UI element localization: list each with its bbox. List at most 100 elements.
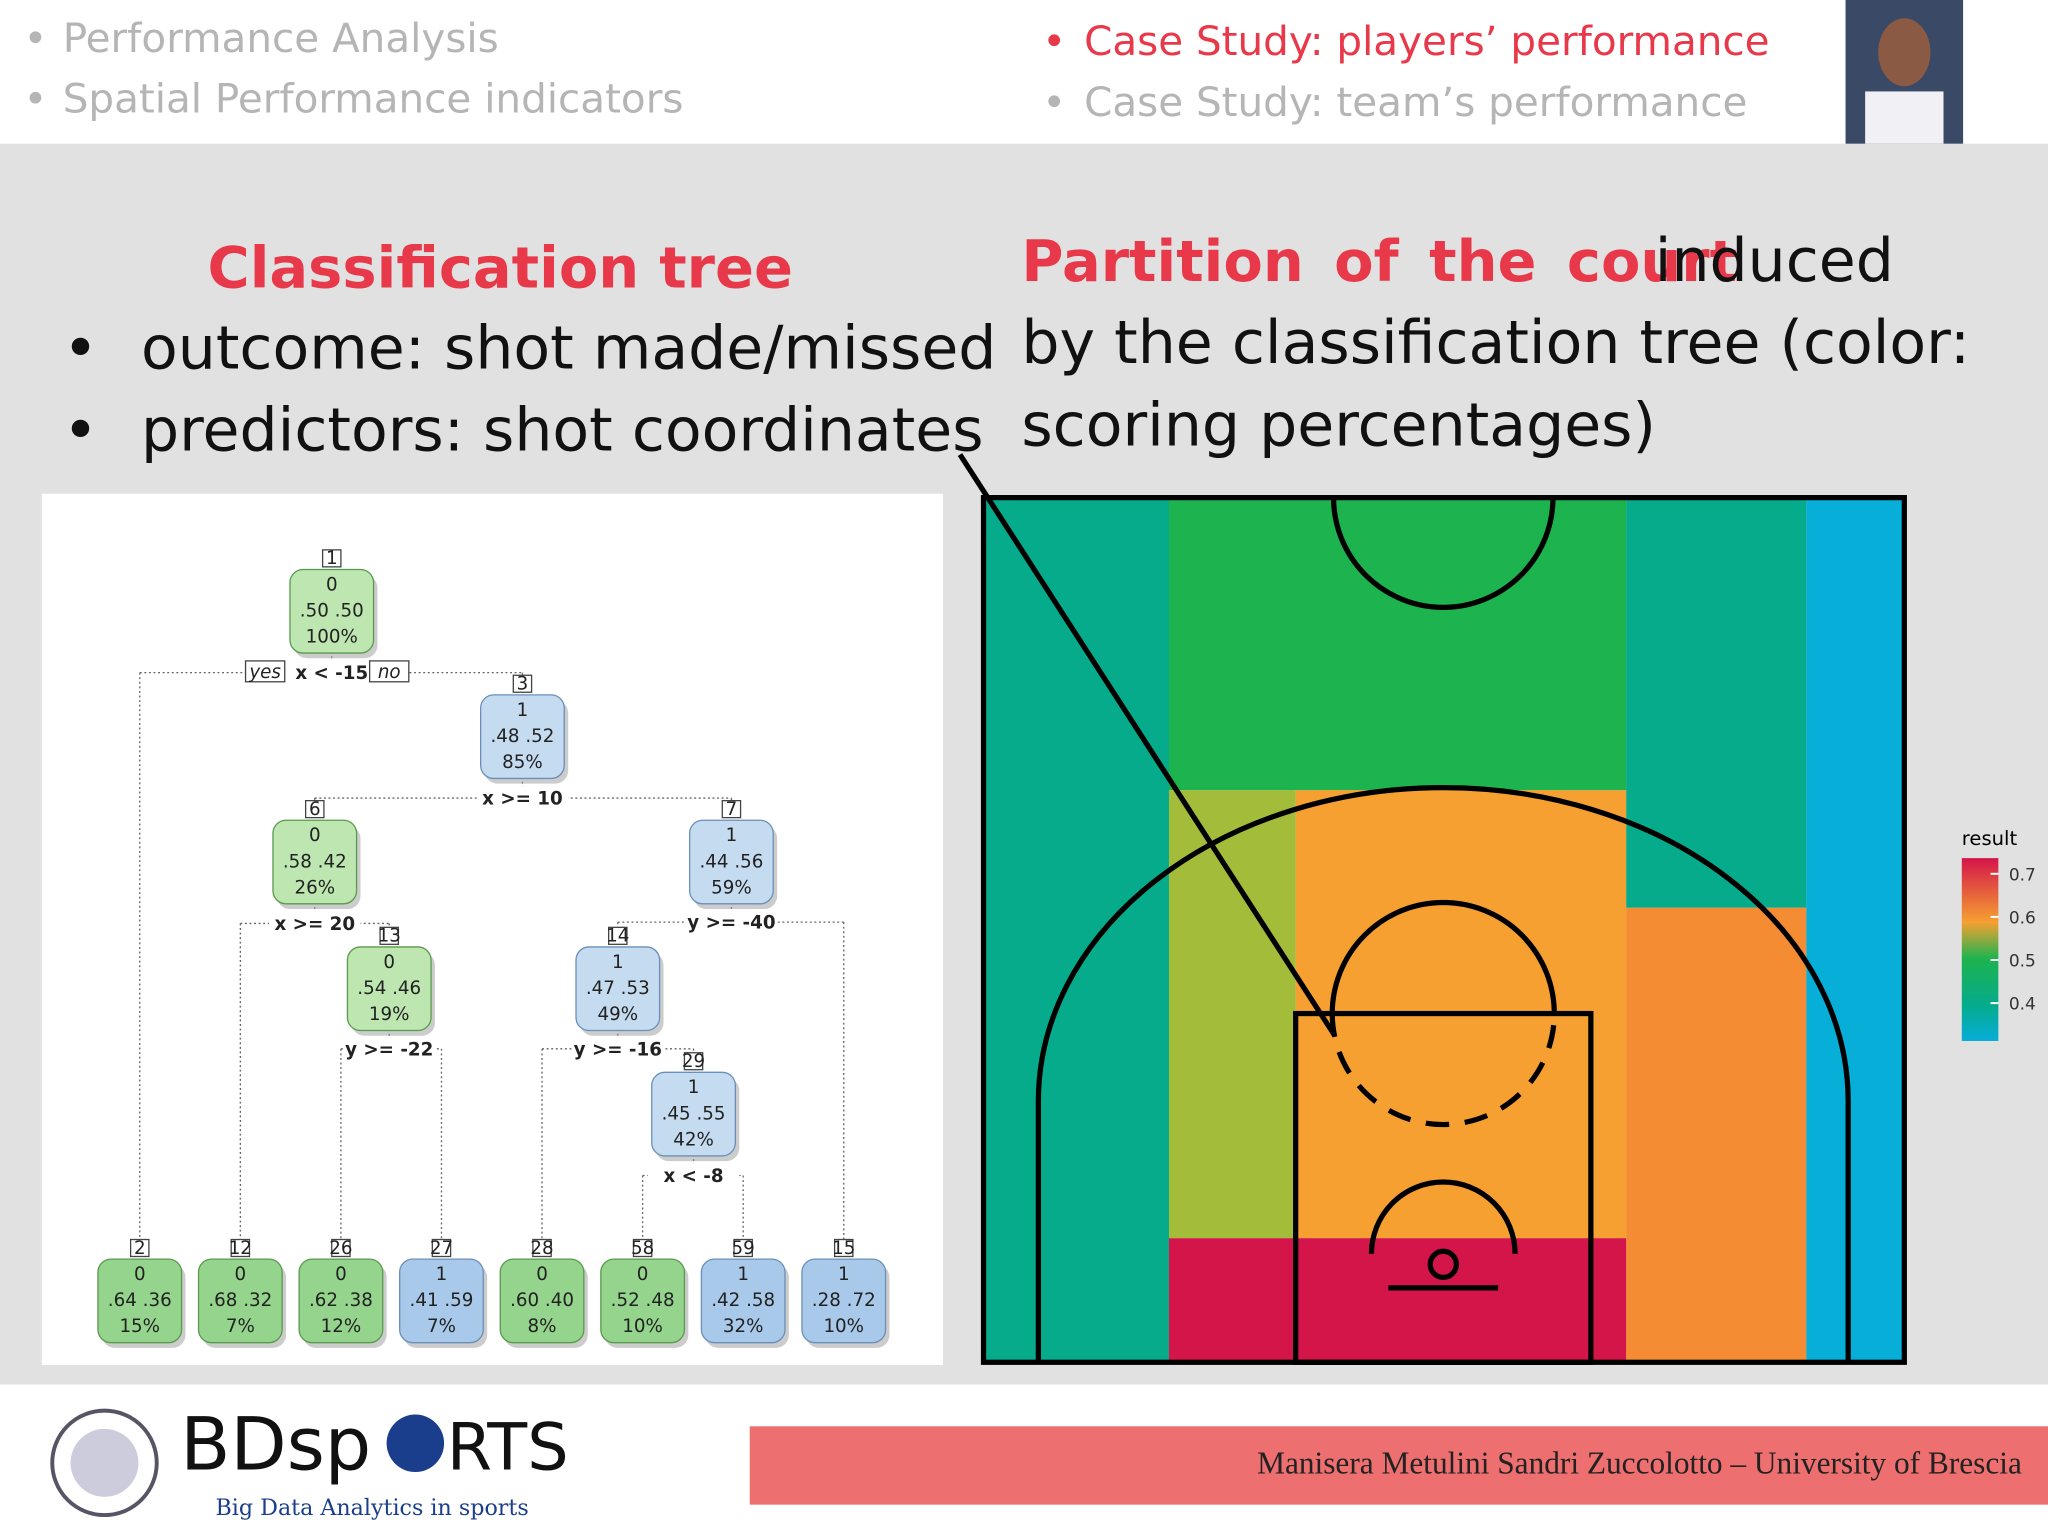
node-class: 0 — [235, 1264, 247, 1285]
node-pct: 85% — [502, 752, 543, 773]
tree-node — [298, 1258, 384, 1344]
tree-node — [399, 1258, 484, 1344]
legend: result 0.7 0.6 0.5 0.4 — [1961, 827, 2036, 1041]
node-class: 0 — [326, 574, 338, 595]
node-pct: 100% — [306, 627, 358, 648]
node-probs: .28 .72 — [812, 1290, 876, 1311]
region — [983, 497, 1169, 1363]
nav-item[interactable]: Case Study: team’s performance — [1084, 78, 1747, 126]
legend-tick-label: 0.6 — [2009, 908, 2036, 928]
logo-end: RTS — [447, 1409, 569, 1485]
node-class: 0 — [134, 1264, 146, 1285]
key — [1293, 1010, 1594, 1365]
node-pct: 12% — [321, 1316, 362, 1337]
node-pct: 15% — [119, 1316, 160, 1337]
node-id-box — [532, 1238, 552, 1258]
node-id-box — [321, 549, 342, 568]
region — [1806, 497, 1905, 1363]
node-id: 6 — [309, 799, 321, 820]
split-label-bg — [572, 1037, 664, 1061]
photo-face — [1878, 18, 1931, 87]
tree-node — [801, 1258, 887, 1344]
node-pct: 8% — [528, 1316, 557, 1337]
node-id-box — [683, 1052, 704, 1071]
node-id: 13 — [378, 926, 401, 947]
node-class: 1 — [838, 1264, 850, 1285]
tree-node — [575, 946, 661, 1032]
node-class: 1 — [517, 700, 529, 721]
node-class: 1 — [436, 1264, 448, 1285]
node-id: 58 — [631, 1238, 654, 1259]
node-probs: .45 .55 — [662, 1103, 726, 1124]
hoop — [1427, 1248, 1459, 1280]
node-id: 14 — [606, 926, 629, 947]
nav-item[interactable]: Performance Analysis — [63, 14, 499, 62]
nav: • Performance Analysis • Spatial Perform… — [24, 0, 1964, 144]
free-throw-dashed — [1329, 1013, 1557, 1128]
nav-item[interactable]: Spatial Performance indicators — [63, 74, 684, 122]
node-id: 7 — [726, 799, 738, 820]
node-probs: .62 .38 — [309, 1290, 373, 1311]
node-id: 1 — [326, 548, 338, 569]
nav-item[interactable]: Case Study: players’ performance — [1084, 17, 1770, 65]
split-label-bg — [647, 1163, 740, 1188]
region — [1626, 497, 1807, 908]
legend-tick-label: 0.7 — [2009, 865, 2036, 885]
split-label: x < -8 — [663, 1166, 723, 1187]
free-throw-circle — [1329, 899, 1557, 1014]
region — [1168, 497, 1627, 791]
footer-band — [749, 1426, 2048, 1505]
court-partition — [957, 453, 1907, 1365]
branch-tag-label: yes — [248, 662, 281, 683]
node-id: 29 — [682, 1051, 705, 1072]
node-pct: 32% — [723, 1316, 764, 1337]
bullet: • — [1042, 78, 1066, 126]
restricted-arc — [1368, 1179, 1518, 1254]
node-id: 2 — [134, 1238, 146, 1259]
node-probs: .44 .56 — [699, 851, 763, 872]
legend-tick-label: 0.5 — [2009, 952, 2036, 972]
bullet: • — [24, 14, 48, 62]
node-class: 1 — [612, 952, 624, 973]
node-class: 0 — [383, 952, 395, 973]
right-title-line: scoring percentages) — [1021, 390, 1656, 460]
authors: Manisera Metulini Sandri Zuccolotto – Un… — [1257, 1445, 2022, 1480]
split-label-bg — [286, 660, 378, 685]
branch-tag — [368, 660, 410, 683]
university-seal — [50, 1408, 159, 1518]
node-id-box — [833, 1238, 854, 1258]
legend-bar — [1961, 858, 1999, 1041]
tree-node — [688, 819, 774, 905]
split-label: y >= -22 — [345, 1039, 433, 1060]
split-label-bg — [269, 911, 361, 936]
tree-node — [651, 1071, 736, 1157]
node-id-box — [632, 1238, 653, 1258]
tagline: Big Data Analytics in sports — [216, 1495, 529, 1521]
region — [1626, 907, 1807, 1363]
tree-node — [97, 1258, 183, 1344]
node-pct: 26% — [294, 877, 335, 898]
tree-node — [272, 819, 358, 905]
right-title-highlight: Partition of the court — [1021, 228, 1737, 295]
node-id-box — [721, 800, 742, 819]
tree: x < -15 x >= 10 x >= 20 y >= -40 y >= -22 y >… — [97, 548, 890, 1348]
tree-node — [700, 1258, 786, 1344]
node-pct: 10% — [823, 1316, 864, 1337]
node-class: 0 — [637, 1264, 649, 1285]
bullet: • — [63, 313, 98, 383]
right-title-line: induced — [1655, 226, 1894, 296]
node-probs: .42 .58 — [711, 1290, 775, 1311]
node-id-box — [431, 1238, 452, 1258]
node-pct: 19% — [369, 1004, 410, 1025]
tree-node — [197, 1258, 283, 1344]
node-probs: .41 .59 — [410, 1290, 474, 1311]
node-pct: 49% — [597, 1004, 638, 1025]
legend-ticks: 0.7 0.6 0.5 0.4 — [1990, 865, 2036, 1015]
split-label: x >= 20 — [275, 914, 356, 935]
node-probs: .48 .52 — [490, 726, 554, 747]
node-id: 59 — [732, 1238, 755, 1259]
region — [1168, 1238, 1627, 1363]
node-class: 1 — [688, 1077, 700, 1098]
tree-panel — [41, 493, 944, 1365]
